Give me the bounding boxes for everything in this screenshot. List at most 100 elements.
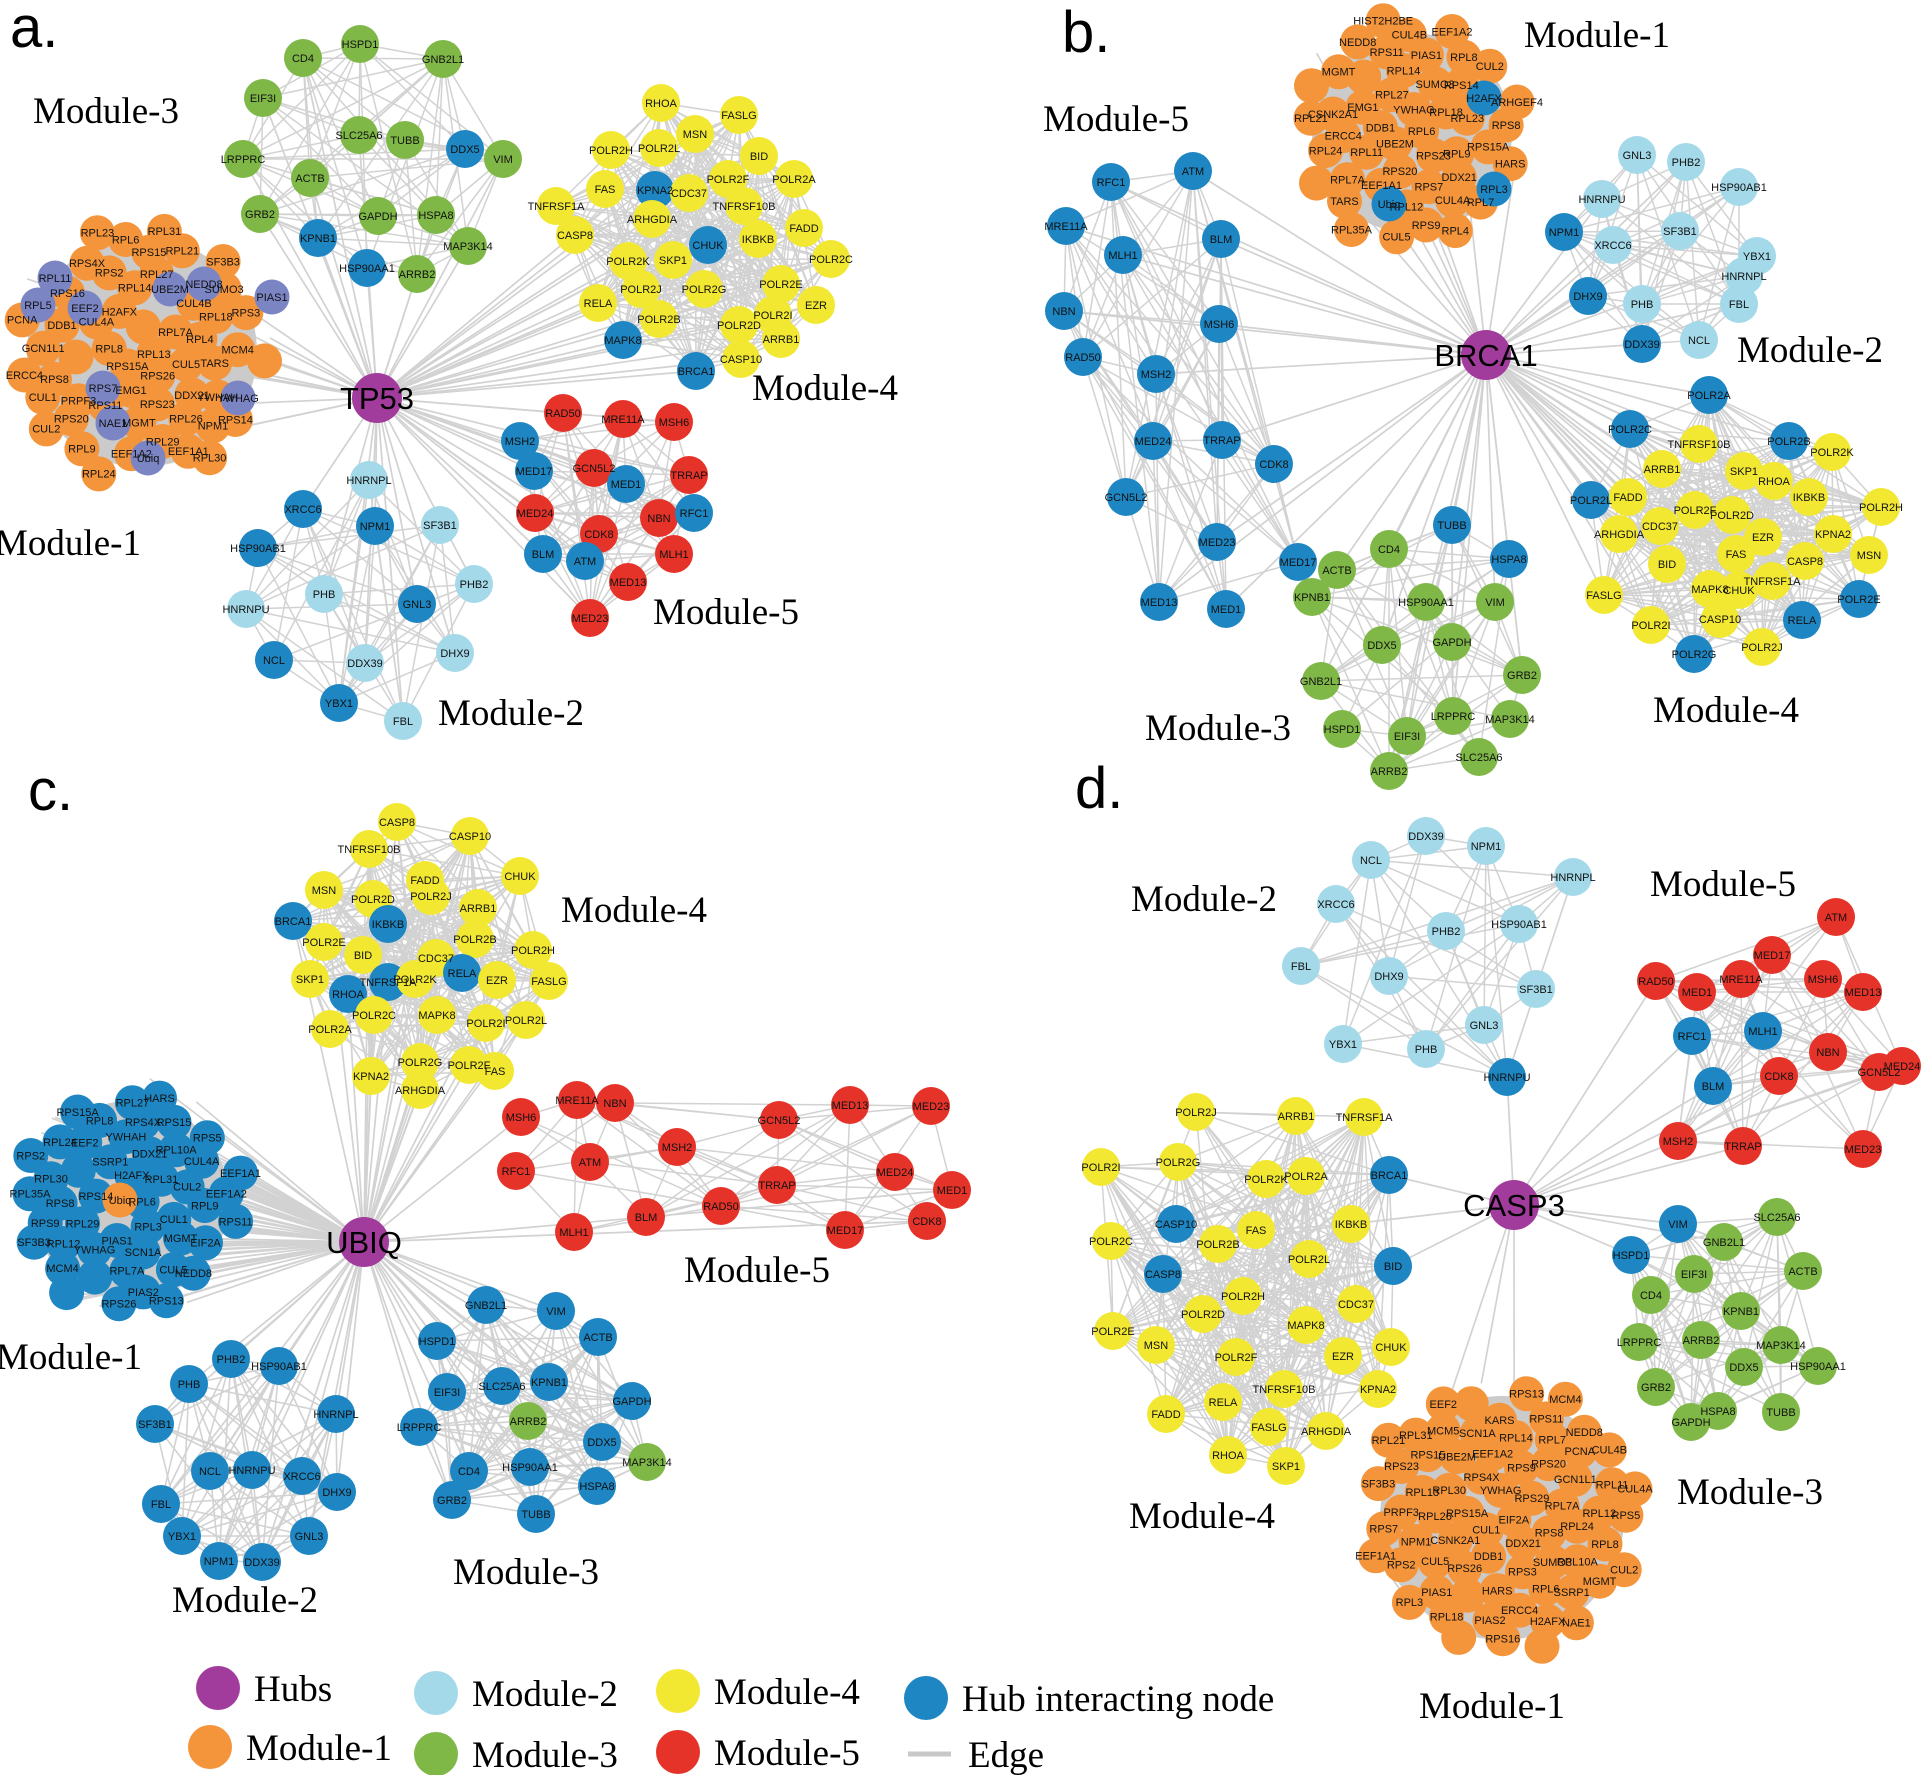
svg-text:NPM1: NPM1 <box>1549 227 1580 239</box>
svg-text:GCN1L1: GCN1L1 <box>22 343 65 355</box>
svg-text:BID: BID <box>1658 559 1676 571</box>
svg-text:HSP90AA1: HSP90AA1 <box>502 1462 558 1474</box>
svg-text:CUL1: CUL1 <box>29 392 57 404</box>
svg-text:RPS23: RPS23 <box>140 399 175 411</box>
svg-text:ATM: ATM <box>579 1157 601 1169</box>
svg-text:GNB2L1: GNB2L1 <box>465 1300 507 1312</box>
svg-text:POLR2C: POLR2C <box>1089 1236 1133 1248</box>
svg-text:BLM: BLM <box>532 549 555 561</box>
svg-text:MED24: MED24 <box>517 508 554 520</box>
svg-text:RPL21: RPL21 <box>165 246 199 258</box>
svg-text:CD4: CD4 <box>1640 1290 1662 1302</box>
svg-text:MSH6: MSH6 <box>506 1112 537 1124</box>
svg-text:PHB: PHB <box>313 589 336 601</box>
svg-text:CUL2: CUL2 <box>1476 61 1504 73</box>
svg-text:MAP3K14: MAP3K14 <box>1485 714 1535 726</box>
svg-text:FADD: FADD <box>789 223 818 235</box>
svg-text:ARRB1: ARRB1 <box>1278 1111 1315 1123</box>
svg-text:POLR2A: POLR2A <box>1284 1171 1328 1183</box>
svg-text:DDB1: DDB1 <box>1474 1551 1503 1563</box>
svg-text:POLR2H: POLR2H <box>589 145 633 157</box>
svg-text:CUL4A: CUL4A <box>1435 195 1471 207</box>
svg-text:RPL24: RPL24 <box>1560 1521 1594 1533</box>
svg-text:BLM: BLM <box>1702 1081 1725 1093</box>
svg-text:RPL29: RPL29 <box>66 1218 100 1230</box>
svg-text:NAE1: NAE1 <box>1562 1618 1591 1630</box>
svg-text:RPS5: RPS5 <box>193 1133 222 1145</box>
svg-text:EEF1A1: EEF1A1 <box>1355 1551 1396 1563</box>
svg-text:RAD50: RAD50 <box>1065 352 1100 364</box>
svg-text:RPL9: RPL9 <box>68 444 96 456</box>
svg-text:RFC1: RFC1 <box>502 1166 531 1178</box>
svg-text:MED17: MED17 <box>1754 950 1791 962</box>
svg-text:PIAS2: PIAS2 <box>1474 1615 1505 1627</box>
svg-text:Module-5: Module-5 <box>1043 99 1189 140</box>
svg-text:ARRB1: ARRB1 <box>1644 464 1681 476</box>
svg-text:GNB2L1: GNB2L1 <box>1703 1237 1745 1249</box>
svg-text:GRB2: GRB2 <box>1641 1382 1671 1394</box>
svg-text:CDK8: CDK8 <box>584 529 613 541</box>
svg-text:FAS: FAS <box>1726 549 1747 561</box>
svg-text:RPS13: RPS13 <box>1509 1389 1544 1401</box>
svg-text:POLR2D: POLR2D <box>351 894 395 906</box>
svg-text:GNB2L1: GNB2L1 <box>1300 676 1342 688</box>
svg-text:FASLG: FASLG <box>1251 1422 1286 1434</box>
svg-text:VIM: VIM <box>1485 597 1505 609</box>
svg-text:EEF2: EEF2 <box>1430 1399 1458 1411</box>
svg-text:EEF1A2: EEF1A2 <box>1432 26 1473 38</box>
svg-text:POLR2G: POLR2G <box>398 1057 443 1069</box>
svg-text:CASP8: CASP8 <box>1145 1269 1181 1281</box>
svg-text:RPS26: RPS26 <box>140 371 175 383</box>
svg-text:MLH1: MLH1 <box>559 1227 588 1239</box>
svg-text:PCNA: PCNA <box>7 315 38 327</box>
svg-text:RPS4X: RPS4X <box>1464 1472 1501 1484</box>
svg-text:VIM: VIM <box>1668 1219 1688 1231</box>
svg-text:HNRNPU: HNRNPU <box>222 604 269 616</box>
svg-text:RPL3: RPL3 <box>1396 1597 1424 1609</box>
svg-text:NPM1: NPM1 <box>1401 1536 1432 1548</box>
svg-text:VIM: VIM <box>546 1306 566 1318</box>
svg-text:GCN5L2: GCN5L2 <box>1105 492 1148 504</box>
svg-text:LRPPRC: LRPPRC <box>397 1422 442 1434</box>
svg-text:CDC37: CDC37 <box>418 953 454 965</box>
svg-text:DDX21: DDX21 <box>1505 1538 1540 1550</box>
svg-text:HNRNPL: HNRNPL <box>1721 271 1766 283</box>
svg-text:POLR2L: POLR2L <box>505 1015 547 1027</box>
svg-text:RPS15: RPS15 <box>157 1117 192 1129</box>
svg-text:NCL: NCL <box>199 1466 221 1478</box>
svg-text:TRRAP: TRRAP <box>758 1180 795 1192</box>
svg-text:CASP10: CASP10 <box>1155 1219 1197 1231</box>
svg-text:RPL13: RPL13 <box>137 349 171 361</box>
svg-text:SF3B3: SF3B3 <box>17 1237 51 1249</box>
svg-text:Module-5: Module-5 <box>1650 864 1796 905</box>
svg-text:POLR2I: POLR2I <box>466 1018 505 1030</box>
svg-text:POLR2G: POLR2G <box>1156 1157 1201 1169</box>
svg-text:SF3B3: SF3B3 <box>1362 1479 1396 1491</box>
svg-text:HARS: HARS <box>1495 159 1526 171</box>
svg-text:RPS15: RPS15 <box>1410 1450 1445 1462</box>
svg-text:c.: c. <box>28 758 73 823</box>
svg-text:CASP10: CASP10 <box>720 354 762 366</box>
svg-text:BRCA1: BRCA1 <box>1434 338 1537 373</box>
svg-text:CDC37: CDC37 <box>1338 1299 1374 1311</box>
svg-text:RPS15A: RPS15A <box>1467 142 1510 154</box>
svg-text:CUL2: CUL2 <box>1610 1565 1638 1577</box>
svg-text:RPL14: RPL14 <box>118 283 152 295</box>
svg-text:MSN: MSN <box>683 129 708 141</box>
svg-text:MSN: MSN <box>312 885 337 897</box>
svg-text:KARS: KARS <box>1485 1415 1515 1427</box>
svg-text:RPL5: RPL5 <box>24 300 52 312</box>
svg-text:ACTB: ACTB <box>583 1332 612 1344</box>
svg-text:RPL21: RPL21 <box>1372 1435 1406 1447</box>
svg-text:TNFRSF1A: TNFRSF1A <box>528 201 586 213</box>
svg-text:POLR2D: POLR2D <box>1181 1309 1225 1321</box>
svg-text:RPS20: RPS20 <box>1531 1459 1566 1471</box>
svg-text:POLR2H: POLR2H <box>511 945 555 957</box>
svg-text:MED17: MED17 <box>1280 557 1317 569</box>
svg-text:RPL7A: RPL7A <box>1545 1501 1581 1513</box>
svg-text:RPS15A: RPS15A <box>1446 1508 1489 1520</box>
svg-text:Module-5: Module-5 <box>684 1250 830 1291</box>
svg-text:GNL3: GNL3 <box>403 599 432 611</box>
svg-text:XRCC6: XRCC6 <box>1594 240 1631 252</box>
svg-text:SLC25A6: SLC25A6 <box>1455 752 1502 764</box>
